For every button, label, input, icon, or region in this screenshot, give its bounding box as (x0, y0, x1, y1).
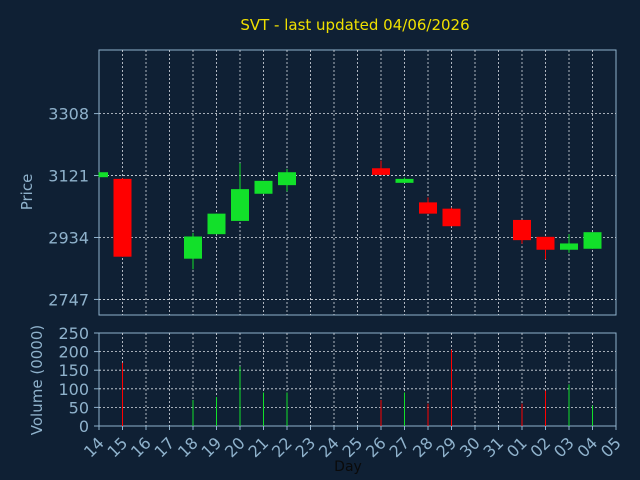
candle-body (442, 208, 461, 227)
candle-20 (231, 163, 249, 221)
price-tick-labels: 2747 2934 3121 3308 (48, 105, 99, 309)
candle-28 (419, 197, 437, 214)
candle-19 (207, 213, 226, 235)
price-grid (99, 50, 616, 315)
candle-body (583, 232, 602, 249)
candle-body (372, 168, 390, 175)
candle-body (536, 236, 555, 250)
candle-22 (278, 168, 296, 192)
candle-21 (254, 180, 273, 194)
candles (98, 160, 602, 270)
candle-15 (113, 178, 132, 257)
candle-body (560, 243, 578, 250)
candle-body (184, 236, 202, 259)
candle-03 (560, 234, 578, 253)
day-axis-label: Day (334, 459, 362, 475)
candle-26 (372, 160, 390, 175)
volume-tick-label: 250 (58, 324, 89, 343)
price-tick-label: 3121 (48, 167, 89, 186)
price-tick-label: 3308 (48, 105, 89, 124)
candle-body (207, 213, 226, 235)
candle-body (395, 178, 414, 183)
volume-bars (122, 349, 593, 426)
candle-02 (536, 236, 555, 260)
volume-tick-label: 100 (58, 380, 89, 399)
candle-body (254, 180, 273, 194)
volume-axis-label: Volume (0000) (28, 325, 46, 435)
volume-tick-label: 200 (58, 343, 89, 362)
volume-tick-label: 50 (69, 398, 89, 417)
price-tick-label: 2747 (48, 290, 89, 309)
candle-body (99, 172, 108, 178)
volume-tick-label: 0 (79, 417, 89, 436)
price-tick-label: 2934 (48, 228, 89, 247)
volume-tick-label: 150 (58, 361, 89, 380)
candle-body (113, 178, 132, 257)
candle-27 (395, 177, 414, 183)
price-axis-label: Price (18, 174, 36, 211)
candle-04 (583, 232, 602, 249)
price-panel: 2747 2934 3121 3308 Price (18, 49, 617, 316)
candle-18 (184, 232, 202, 270)
candle-01 (513, 219, 531, 244)
candle-body (419, 202, 437, 214)
candle-29 (442, 207, 461, 227)
candle-14 (98, 172, 108, 178)
chart-title: SVT - last updated 04/06/2026 (240, 16, 469, 34)
candle-body (278, 172, 296, 186)
candle-body (231, 189, 249, 221)
candle-body (513, 219, 531, 241)
